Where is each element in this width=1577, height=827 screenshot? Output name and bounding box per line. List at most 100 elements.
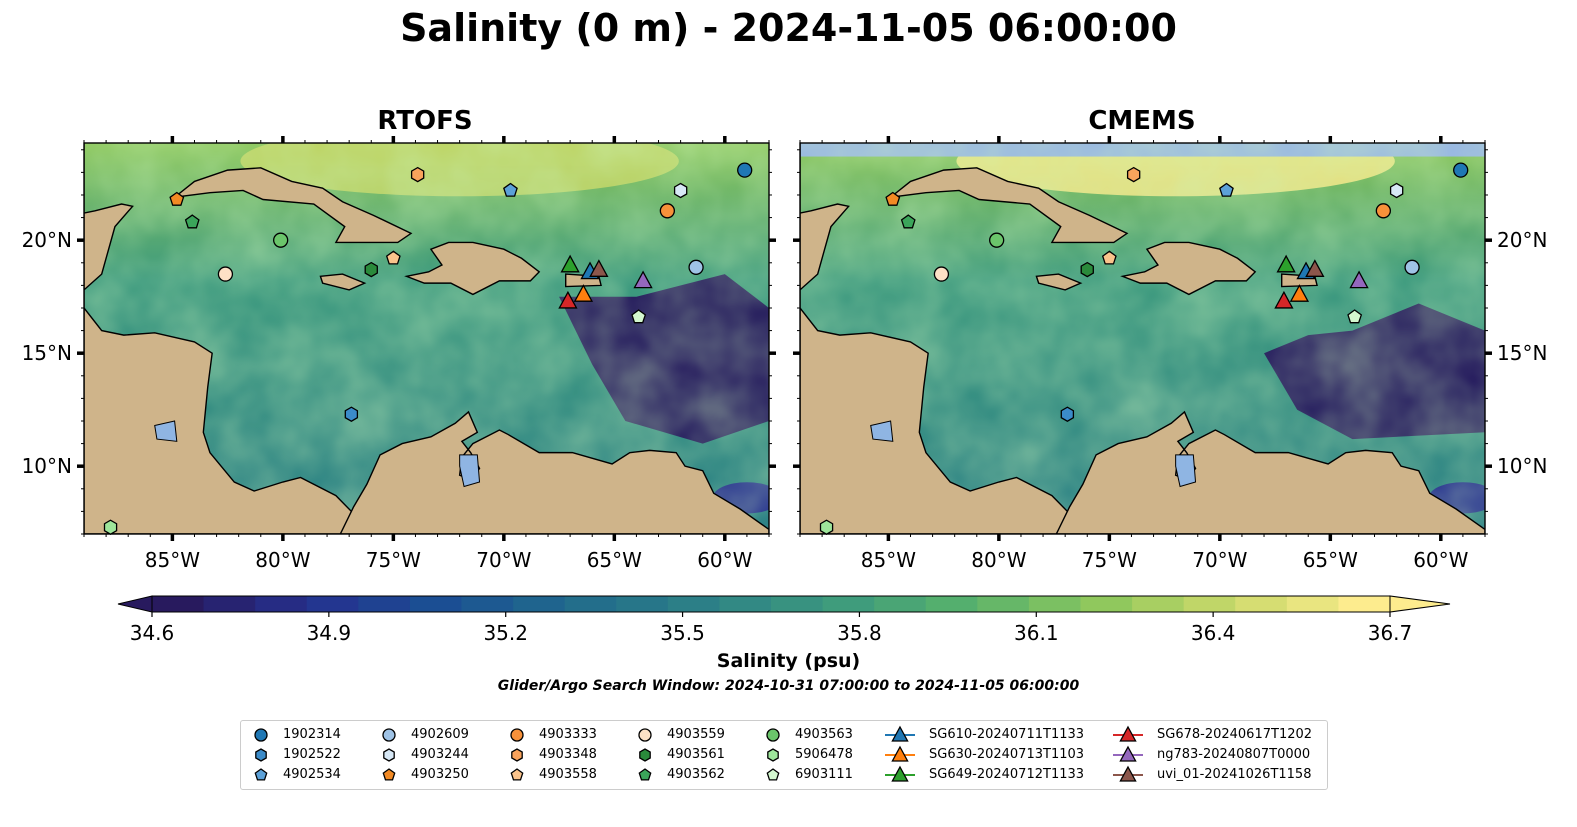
legend-marker-6903111 <box>766 768 780 781</box>
legend-label: 6903111 <box>795 767 853 782</box>
legend-swatch <box>766 728 780 742</box>
x-tick-label: 65°W <box>587 548 642 572</box>
map-field-1 <box>800 143 1485 534</box>
float-marker-4903563 <box>273 232 289 248</box>
float-marker-4903348 <box>1126 166 1141 183</box>
colorbar-segment <box>409 596 463 612</box>
panel-title-rtofs: RTOFS <box>377 106 473 136</box>
legend-marker-4903559 <box>638 728 652 742</box>
colorbar-segment <box>306 596 359 612</box>
legend-marker-4902609 <box>382 728 396 742</box>
legend-swatch <box>383 748 395 762</box>
legend-label: 4903244 <box>411 747 469 762</box>
legend-marker-SG649-20240712T1133 <box>891 765 909 782</box>
colorbar-segment <box>977 596 1030 612</box>
y-tick-label: 15°N <box>1497 341 1547 365</box>
float-marker-4903558 <box>1101 250 1117 265</box>
colorbar-segment <box>1338 596 1391 612</box>
legend-swatch <box>767 748 779 762</box>
legend-label: ng783-20240807T0000 <box>1157 747 1311 762</box>
colorbar-segment <box>771 596 824 612</box>
colorbar-segment <box>874 596 927 612</box>
legend-marker-4903333 <box>510 728 524 742</box>
legend-marker-4903348 <box>511 748 523 762</box>
colorbar-tick-label: 35.2 <box>483 621 528 645</box>
legend-label: 4903559 <box>667 727 725 742</box>
legend-label: 4903558 <box>539 767 597 782</box>
legend-swatch <box>1113 745 1143 762</box>
legend-label: 4903333 <box>539 727 597 742</box>
legend-marker-4903562 <box>638 768 652 781</box>
colorbar-extend-low <box>117 595 153 613</box>
y-tick-label: 20°N <box>22 228 72 252</box>
legend-label: SG610-20240711T1133 <box>929 727 1085 742</box>
float-marker-1902314 <box>1453 162 1469 178</box>
float-marker-6903111 <box>631 309 647 324</box>
colorbar-segment <box>358 596 411 612</box>
float-marker-4903333 <box>1375 203 1392 219</box>
legend-marker-1902522 <box>255 748 267 762</box>
legend-swatch <box>510 728 524 742</box>
float-marker-4903559 <box>217 266 234 282</box>
legend-label: uvi_01-20241026T1158 <box>1157 767 1312 782</box>
legend-swatch <box>254 768 268 781</box>
y-tick-label: 10°N <box>22 454 72 478</box>
legend-label: 4902609 <box>411 727 469 742</box>
y-tick-label: 20°N <box>1497 228 1547 252</box>
glider-marker-uvi_01-20241026T1158 <box>1305 259 1325 277</box>
glider-marker-SG649-20240712T1133 <box>1276 254 1296 273</box>
colorbar-segment <box>1235 596 1288 612</box>
colorbar-tick-label: 36.1 <box>1014 621 1059 645</box>
map-field-0 <box>84 143 769 534</box>
colorbar-label: Salinity (psu) <box>716 650 861 672</box>
colorbar-segment <box>564 596 617 612</box>
float-marker-4903563 <box>989 232 1005 248</box>
legend-marker-SG630-20240713T1103 <box>891 745 909 762</box>
legend-marker-SG610-20240711T1133 <box>891 725 909 742</box>
legend-label: 4902534 <box>283 767 341 782</box>
colorbar-segment <box>719 596 772 612</box>
figure-title: Salinity (0 m) - 2024-11-05 06:00:00 <box>400 6 1177 50</box>
float-marker-4902609 <box>1404 259 1420 275</box>
panel-title-cmems: CMEMS <box>1088 106 1196 136</box>
legend-swatch <box>510 768 524 781</box>
glider-marker-ng783-20240807T0000 <box>1349 270 1369 289</box>
legend-swatch <box>639 748 651 762</box>
legend-swatch <box>766 768 780 781</box>
glider-marker-uvi_01-20241026T1158 <box>589 259 609 277</box>
x-tick-label: 85°W <box>145 548 200 572</box>
legend-swatch <box>382 768 396 781</box>
legend-marker-4902534 <box>254 768 268 781</box>
legend-swatch <box>254 728 268 742</box>
legend-marker-4903561 <box>639 748 651 762</box>
colorbar-segment <box>1183 596 1236 612</box>
glider-marker-SG630-20240713T1103 <box>1289 284 1310 302</box>
legend-label: 4903561 <box>667 747 725 762</box>
x-tick-label: 60°W <box>697 548 752 572</box>
float-marker-4903561 <box>364 261 378 278</box>
colorbar-tick-label: 36.4 <box>1191 621 1236 645</box>
colorbar-segment <box>255 596 308 612</box>
float-marker-4902609 <box>688 259 704 275</box>
float-marker-4902534 <box>503 182 518 197</box>
float-marker-4903348 <box>410 166 425 183</box>
glider-marker-ng783-20240807T0000 <box>633 270 653 289</box>
float-marker-4903244 <box>1389 182 1404 199</box>
colorbar-segment <box>1286 596 1340 612</box>
legend-label: 1902522 <box>283 747 341 762</box>
search-window-caption: Glider/Argo Search Window: 2024-10-31 07… <box>497 678 1080 694</box>
legend-swatch <box>638 728 652 742</box>
colorbar-segment <box>616 596 669 612</box>
x-tick-label: 75°W <box>366 548 421 572</box>
legend-swatch <box>885 725 915 742</box>
float-marker-4903250 <box>169 191 185 206</box>
float-marker-4903250 <box>885 191 901 206</box>
float-marker-4903561 <box>1080 261 1094 278</box>
float-marker-4902534 <box>1219 182 1234 197</box>
colorbar-segment <box>925 596 978 612</box>
float-marker-6903111 <box>1347 309 1363 324</box>
y-tick-label: 10°N <box>1497 454 1547 478</box>
float-marker-4903562 <box>184 214 200 229</box>
legend-label: 5906478 <box>795 747 853 762</box>
